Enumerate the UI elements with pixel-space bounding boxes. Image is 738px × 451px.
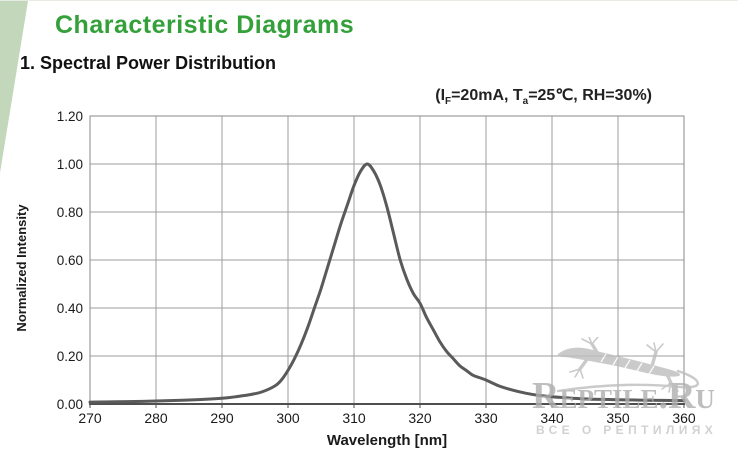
y-tick-label: 0.60 [57, 253, 83, 268]
x-tick-label: 300 [276, 410, 300, 426]
x-tick-label: 290 [210, 410, 234, 426]
y-tick-label: 0.20 [57, 349, 83, 364]
conditions-part: =20mA, T [451, 87, 523, 104]
x-tick-label: 280 [144, 410, 168, 426]
test-conditions: (IF=20mA, Ta=25℃, RH=30%) [435, 85, 652, 107]
conditions-subscript: F [445, 96, 452, 108]
x-tick-label: 350 [606, 410, 630, 426]
conditions-part: (I [435, 87, 446, 104]
y-tick-label: 1.00 [57, 157, 83, 172]
y-tick-label: 1.20 [57, 109, 83, 124]
conditions-subscript: a [522, 96, 529, 108]
x-tick-label: 330 [474, 410, 498, 426]
x-tick-label: 340 [540, 410, 564, 426]
x-tick-label: 360 [672, 410, 696, 426]
section-title: 1. Spectral Power Distribution [20, 53, 277, 73]
x-tick-label: 270 [78, 410, 102, 426]
y-tick-label: 0.00 [57, 397, 83, 412]
conditions-part: =25℃, RH=30%) [528, 87, 652, 104]
x-tick-label: 320 [408, 410, 432, 426]
x-axis-title: Wavelength [nm] [327, 432, 447, 449]
x-tick-label: 310 [342, 410, 366, 426]
spectrum-curve [88, 162, 686, 404]
y-tick-label: 0.80 [57, 205, 83, 220]
y-tick-label: 0.40 [57, 301, 83, 316]
y-axis-title: Normalized Intensity [14, 204, 29, 332]
page-title: Characteristic Diagrams [55, 11, 355, 39]
